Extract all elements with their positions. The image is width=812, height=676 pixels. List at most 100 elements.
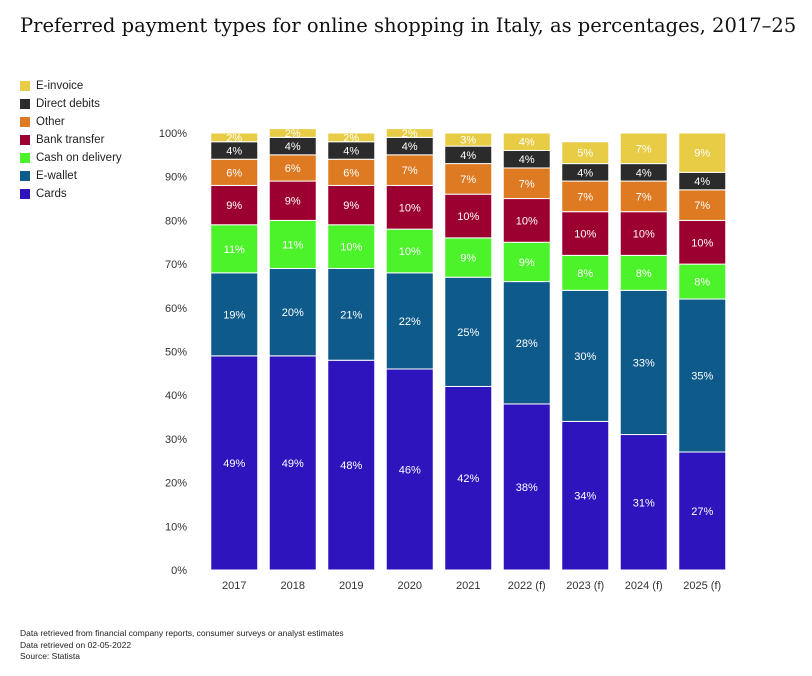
data-label: 4%	[402, 141, 418, 153]
data-label: 10%	[516, 215, 538, 227]
data-label: 10%	[574, 229, 596, 241]
data-label: 10%	[399, 202, 421, 214]
legend-label: Cash on delivery	[36, 152, 122, 164]
bar-segment-e-wallet	[561, 289, 610, 422]
bar-segment-other	[327, 158, 376, 186]
bar-segment-bank-transfer	[210, 184, 259, 226]
legend-item-other: Other	[20, 113, 122, 131]
bar-segment-cash-on-delivery	[678, 263, 727, 300]
bar-segment-e-invoice	[444, 132, 493, 147]
data-label: 25%	[457, 327, 479, 339]
data-label: 9%	[285, 196, 301, 208]
data-label: 11%	[282, 239, 303, 251]
x-tick-label: 2024 (f)	[625, 580, 663, 592]
x-tick-label: 2022 (f)	[508, 580, 546, 592]
data-label: 42%	[457, 473, 479, 485]
data-label: 7%	[519, 178, 535, 190]
data-label: 5%	[577, 148, 593, 160]
bar-segment-e-wallet	[678, 298, 727, 453]
bar-segment-cards	[210, 355, 259, 571]
bar-segment-e-invoice	[210, 132, 259, 143]
x-tick-label: 2017	[222, 580, 246, 592]
bar-segment-e-invoice	[502, 132, 551, 151]
data-label: 4%	[519, 154, 535, 166]
x-tick-label: 2019	[339, 580, 363, 592]
x-tick-label: 2025 (f)	[683, 580, 721, 592]
data-label: 2%	[285, 128, 301, 140]
bar-segment-bank-transfer	[619, 211, 668, 256]
bar-segment-e-wallet	[268, 267, 317, 357]
y-tick-label: 30%	[165, 434, 187, 446]
data-label: 34%	[574, 491, 596, 503]
legend-item-bank-transfer: Bank transfer	[20, 131, 122, 149]
data-label: 10%	[457, 211, 479, 223]
data-label: 35%	[691, 371, 713, 383]
data-label: 48%	[340, 460, 362, 472]
bar-segment-bank-transfer	[561, 211, 610, 256]
legend-swatch	[20, 81, 30, 91]
data-label: 9%	[460, 253, 476, 265]
data-label: 38%	[516, 482, 538, 494]
legend-label: E-wallet	[36, 170, 77, 182]
data-label: 46%	[399, 464, 421, 476]
data-label: 30%	[574, 351, 596, 363]
legend-item-e-wallet: E-wallet	[20, 167, 122, 185]
bar-segment-e-wallet	[619, 289, 668, 436]
data-label: 2%	[226, 132, 242, 144]
y-tick-label: 0%	[171, 565, 187, 577]
legend-label: Cards	[36, 188, 67, 200]
x-tick-label: 2018	[281, 580, 305, 592]
data-label: 10%	[340, 242, 362, 254]
data-label: 4%	[460, 150, 476, 162]
legend-swatch	[20, 135, 30, 145]
data-label: 10%	[691, 237, 713, 249]
data-label: 7%	[636, 143, 652, 155]
footer-source: Source: Statista	[20, 651, 81, 661]
data-label: 27%	[691, 506, 713, 518]
data-label: 33%	[633, 357, 655, 369]
footer-retrieved-date: Data retrieved on 02-05-2022	[20, 639, 132, 650]
legend: E-invoice Direct debits Other Bank transfer…	[20, 77, 122, 203]
data-label: 6%	[285, 163, 301, 175]
bar-segment-bank-transfer	[327, 184, 376, 226]
data-label: 9%	[226, 200, 242, 212]
bar-segment-other	[678, 189, 727, 221]
stacked-bar-chart: 0% 10% 20% 30% 40% 50% 60% 70% 80% 90% 100% 49% 19% 1…	[159, 128, 727, 592]
bar-segment-other	[502, 167, 551, 200]
footer-note: Data retrieved from financial company re…	[20, 628, 344, 638]
data-label: 3%	[460, 135, 476, 147]
bar-segment-other	[619, 180, 668, 213]
data-label: 7%	[460, 174, 476, 186]
bar-segment-e-invoice	[561, 141, 610, 165]
bar-segment-bank-transfer	[385, 184, 434, 230]
data-label: 4%	[577, 167, 593, 179]
data-label: 10%	[399, 246, 421, 258]
bar-segment-cash-on-delivery	[385, 228, 434, 274]
x-tick-label: 2020	[398, 580, 422, 592]
legend-item-cash-on-delivery: Cash on delivery	[20, 149, 122, 167]
data-label: 9%	[343, 200, 359, 212]
bar-segment-bank-transfer	[268, 180, 317, 221]
bar-segment-cash-on-delivery	[327, 224, 376, 269]
y-tick-label: 20%	[165, 478, 187, 490]
bar-segment-cards	[327, 359, 376, 571]
data-label: 9%	[519, 257, 535, 269]
x-tick-label: 2021	[456, 580, 480, 592]
legend-item-direct-debits: Direct debits	[20, 95, 122, 113]
y-tick-label: 100%	[159, 128, 187, 140]
bar-segment-e-invoice	[678, 132, 727, 173]
data-label: 49%	[223, 458, 245, 470]
data-label: 19%	[223, 309, 245, 321]
bar-segment-e-invoice	[385, 128, 434, 138]
data-label: 22%	[399, 316, 421, 328]
bar-segment-e-invoice	[619, 132, 668, 165]
data-label: 6%	[343, 167, 359, 179]
data-label: 4%	[519, 137, 535, 149]
data-label: 31%	[633, 497, 655, 509]
data-label: 7%	[577, 191, 593, 203]
bar-segment-e-wallet	[327, 267, 376, 361]
bar-segment-cards	[678, 451, 727, 571]
data-label: 2%	[402, 128, 418, 140]
data-label: 49%	[282, 458, 304, 470]
data-label: 8%	[577, 268, 593, 280]
